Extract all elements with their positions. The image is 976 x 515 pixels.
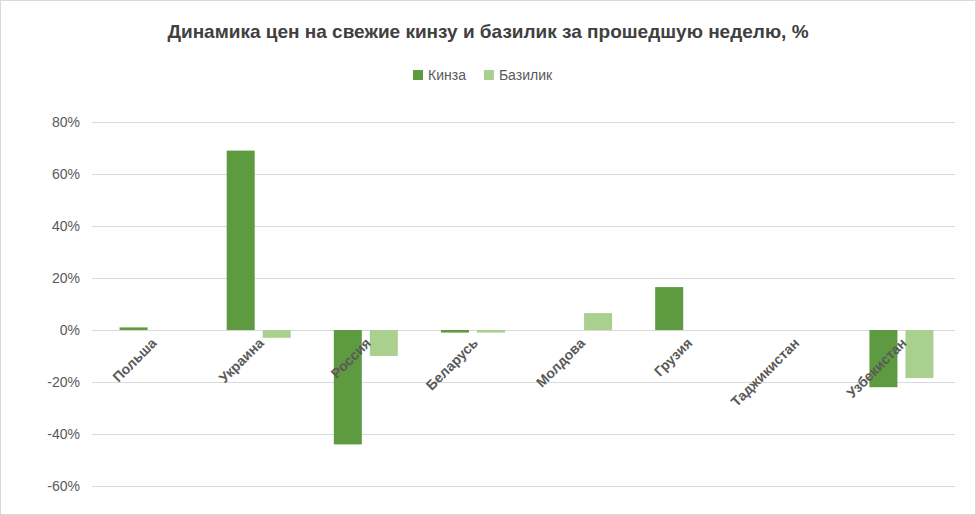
grid-line	[92, 486, 955, 487]
chart-title: Динамика цен на свежие кинзу и базилик з…	[167, 21, 808, 42]
grid-line	[92, 174, 955, 175]
x-tick-label: Молдова	[533, 335, 589, 391]
bar	[370, 330, 398, 356]
x-tick-label: Грузия	[651, 335, 696, 380]
legend-label: Кинза	[428, 67, 466, 83]
bar	[691, 330, 719, 331]
legend-label: Базилик	[499, 67, 553, 83]
x-tick-label: Польша	[109, 335, 160, 386]
bar	[655, 287, 683, 330]
chart-svg: Динамика цен на свежие кинзу и базилик з…	[0, 0, 976, 515]
grid-line	[92, 434, 955, 435]
bar	[905, 330, 933, 378]
bar	[441, 330, 469, 333]
y-tick-label: 40%	[52, 218, 80, 234]
bar	[120, 327, 148, 330]
bar	[227, 151, 255, 330]
y-tick-label: -40%	[47, 426, 80, 442]
grid-line	[92, 330, 955, 331]
grid-line	[92, 278, 955, 279]
chart-frame	[1, 1, 976, 515]
grid-line	[92, 226, 955, 227]
bar	[156, 330, 184, 331]
x-tick-label: Узбекистан	[843, 335, 909, 401]
y-tick-label: -20%	[47, 374, 80, 390]
bar	[263, 330, 291, 338]
bars	[120, 151, 934, 445]
legend-swatch	[413, 70, 423, 80]
legend-swatch	[484, 70, 494, 80]
grid-line	[92, 122, 955, 123]
x-tick-label: Россия	[327, 335, 373, 381]
y-tick-label: 60%	[52, 166, 80, 182]
x-tick-label: Украина	[216, 335, 267, 386]
y-tick-label: 0%	[60, 322, 80, 338]
x-tick-label: Таджикистан	[728, 335, 803, 410]
bar	[762, 330, 790, 331]
y-tick-label: -60%	[47, 478, 80, 494]
bar	[477, 330, 505, 333]
y-tick-label: 80%	[52, 114, 80, 130]
legend: Кинза Базилик	[413, 67, 553, 83]
bar	[548, 330, 576, 331]
y-tick-label: 20%	[52, 270, 80, 286]
grid-line	[92, 382, 955, 383]
chart-root: Динамика цен на свежие кинзу и базилик з…	[0, 0, 976, 515]
bar	[584, 313, 612, 330]
bar	[798, 330, 826, 331]
x-tick-label: Беларусь	[423, 335, 482, 394]
